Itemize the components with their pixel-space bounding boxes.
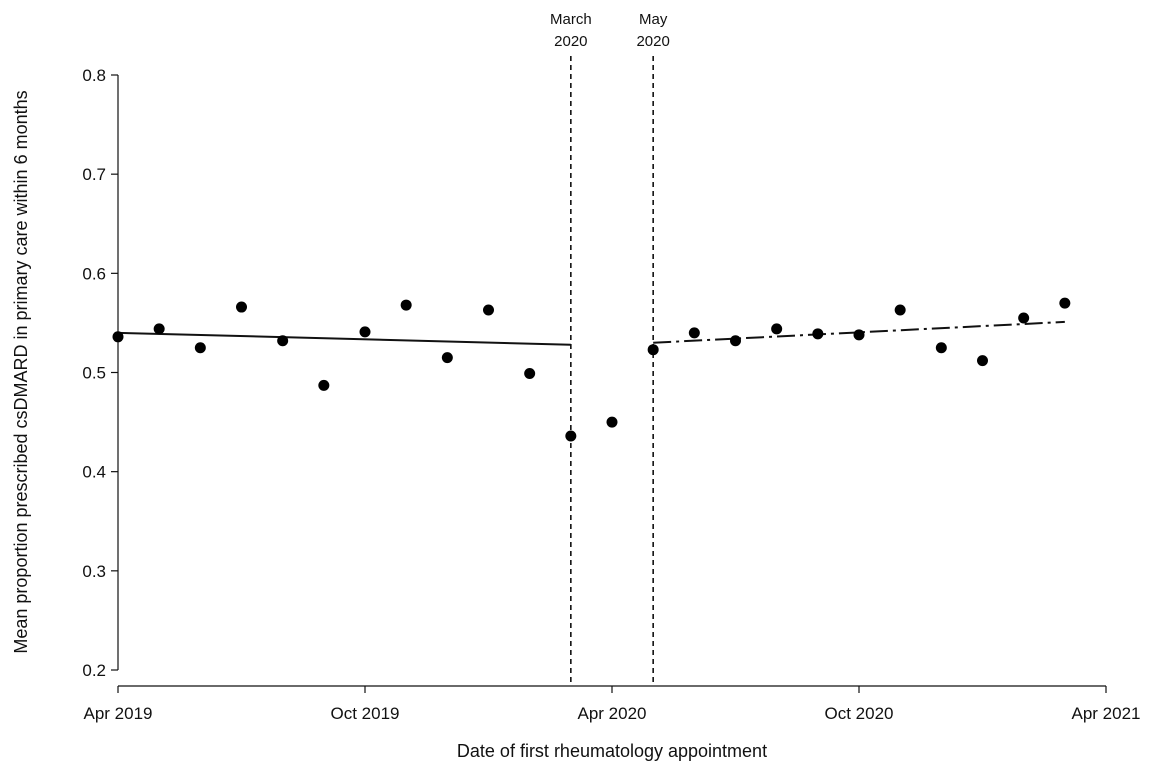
data-point — [112, 331, 124, 343]
y-tick-label: 0.6 — [82, 264, 106, 283]
data-point — [483, 304, 494, 316]
data-point — [565, 430, 577, 442]
event-label: 2020 — [554, 33, 587, 50]
y-tick-label: 0.5 — [82, 364, 106, 383]
x-tick-label: Apr 2019 — [84, 704, 153, 723]
trend-lines — [117, 320, 1065, 346]
event-label: March — [550, 11, 592, 28]
data-point — [359, 326, 371, 338]
axes: 0.2 0.3 0.4 0.5 0.6 0.7 0.8 Apr 2019 Oct 2019 Apr… — [82, 66, 1140, 723]
data-point — [977, 355, 988, 367]
x-tick-label: Oct 2020 — [825, 704, 894, 723]
trend-line-post — [653, 320, 1065, 344]
data-point — [730, 335, 741, 347]
data-point — [277, 335, 289, 347]
data-point — [606, 416, 618, 428]
event-label: 2020 — [636, 33, 669, 50]
data-point — [236, 301, 247, 313]
data-point — [400, 299, 412, 311]
data-point — [771, 323, 783, 335]
data-point — [194, 342, 206, 354]
data-points — [112, 297, 1071, 442]
event-label: May — [639, 11, 668, 28]
data-point — [524, 367, 536, 379]
data-point — [935, 342, 947, 354]
x-tick-label: Apr 2021 — [1072, 704, 1141, 723]
y-tick-label: 0.8 — [82, 66, 106, 85]
trend-line-pre — [117, 331, 571, 346]
data-point — [812, 328, 824, 340]
y-tick-label: 0.2 — [82, 661, 106, 680]
x-axis-title: Date of first rheumatology appointment — [457, 741, 767, 761]
x-tick-label: Apr 2020 — [578, 704, 647, 723]
data-point — [688, 327, 700, 339]
data-point — [441, 352, 453, 364]
data-point — [894, 304, 906, 316]
data-point — [153, 323, 165, 335]
x-tick-label: Oct 2019 — [331, 704, 400, 723]
data-point — [318, 379, 330, 391]
data-point — [647, 344, 659, 356]
y-tick-label: 0.7 — [82, 165, 106, 184]
y-tick-label: 0.4 — [82, 463, 106, 482]
y-axis-title: Mean proportion prescribed csDMARD in pr… — [11, 90, 31, 653]
event-lines: March 2020 May 2020 — [550, 11, 670, 686]
data-point — [1059, 297, 1071, 309]
y-tick-label: 0.3 — [82, 562, 106, 581]
data-point — [853, 329, 865, 341]
data-point — [1018, 312, 1030, 324]
